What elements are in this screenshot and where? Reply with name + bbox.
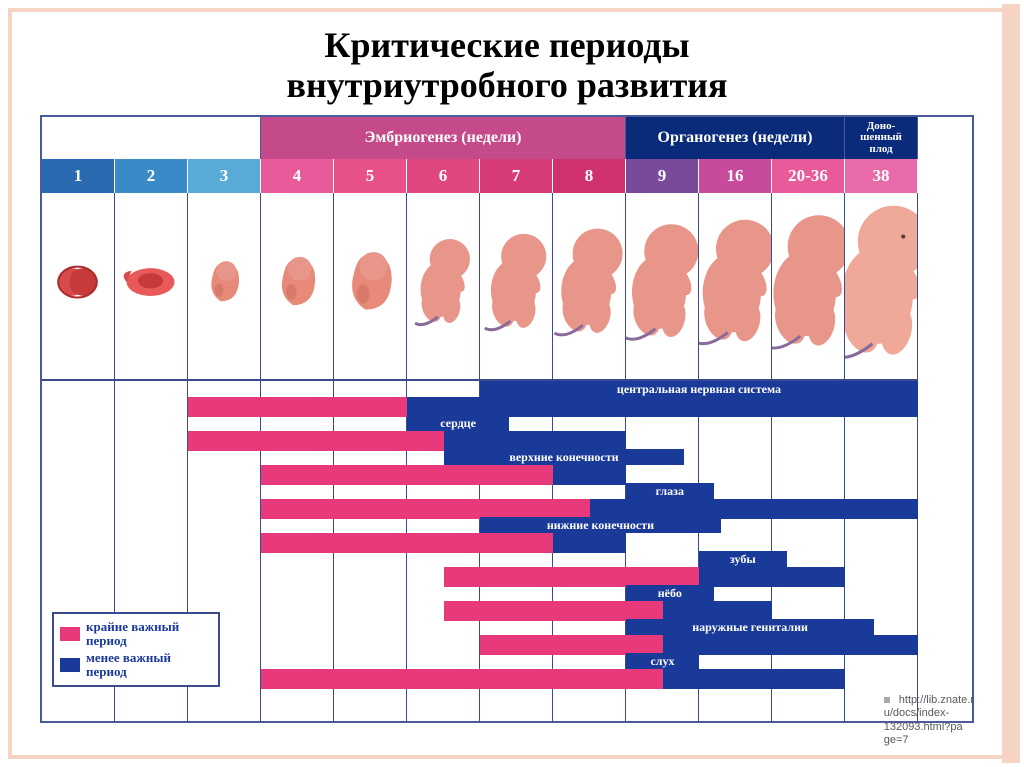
bar-minor-3 xyxy=(590,499,919,519)
system-label-1: сердце xyxy=(407,415,509,431)
system-label-4: нижние конечности xyxy=(480,517,721,533)
source-line1: http://lib.znate.r xyxy=(899,694,974,706)
header-phases-row: Эмбриогенез (недели)Органогенез (недели)… xyxy=(42,117,972,159)
legend-swatch-minor xyxy=(60,658,80,672)
source-line4: ge=7 xyxy=(884,734,909,746)
embryo-stage-9 xyxy=(626,193,699,381)
bar-minor-4 xyxy=(553,533,626,553)
week-header-8: 8 xyxy=(553,159,626,193)
system-label-5: зубы xyxy=(699,551,787,567)
page-title: Критические периоды внутриутробного разв… xyxy=(12,12,1002,115)
legend-row-critical: крайне важный период xyxy=(60,620,212,649)
system-label-2: верхние конечности xyxy=(444,449,685,465)
week-header-16: 16 xyxy=(699,159,772,193)
embryo-stage-3 xyxy=(188,193,261,381)
week-header-38: 38 xyxy=(845,159,918,193)
week-header-2: 2 xyxy=(115,159,188,193)
embryo-stage-6 xyxy=(407,193,480,381)
source-line3: 132093.html?pa xyxy=(884,721,963,733)
bar-critical-8 xyxy=(261,669,663,689)
title-line2: внутриутробного развития xyxy=(287,65,728,105)
system-label-6: нёбо xyxy=(626,585,714,601)
system-label-8: слух xyxy=(626,653,699,669)
bar-critical-1 xyxy=(188,431,444,451)
embryo-stage-12 xyxy=(845,193,918,381)
embryo-stage-10 xyxy=(699,193,772,381)
frame-right-strip xyxy=(1002,4,1020,763)
header-weeks-row: 1234567891620-3638 xyxy=(42,159,972,193)
embryo-stage-4 xyxy=(261,193,334,381)
bar-critical-7 xyxy=(480,635,663,655)
legend-row-minor: менее важный период xyxy=(60,651,212,680)
organ-gantt: крайне важный период менее важный период… xyxy=(42,381,972,721)
bar-minor-2 xyxy=(553,465,626,485)
week-header-4: 4 xyxy=(261,159,334,193)
source-link: http://lib.znate.r u/docs/index- 132093.… xyxy=(884,694,974,747)
bar-minor-6 xyxy=(663,601,773,621)
embryo-stage-1 xyxy=(42,193,115,381)
embryo-stage-5 xyxy=(334,193,407,381)
week-header-7: 7 xyxy=(480,159,553,193)
system-label-7: наружные гениталии xyxy=(626,619,874,635)
bar-critical-4 xyxy=(261,533,553,553)
embryo-stage-2 xyxy=(115,193,188,381)
system-label-0: центральная нервная система xyxy=(480,381,918,397)
week-header-5: 5 xyxy=(334,159,407,193)
week-header-9: 9 xyxy=(626,159,699,193)
legend-label-critical: крайне важный период xyxy=(86,620,212,649)
embryo-stage-8 xyxy=(553,193,626,381)
phase-header: Эмбриогенез (недели) xyxy=(261,117,626,159)
week-header-20-36: 20-36 xyxy=(772,159,845,193)
bar-critical-6 xyxy=(444,601,663,621)
slide-frame: Критические периоды внутриутробного разв… xyxy=(8,8,1006,759)
bar-critical-5 xyxy=(444,567,700,587)
legend-swatch-critical xyxy=(60,627,80,641)
bar-minor-8 xyxy=(663,669,846,689)
phase-header: Доно- шенный плод xyxy=(845,117,918,159)
week-header-1: 1 xyxy=(42,159,115,193)
system-label-3: глаза xyxy=(626,483,714,499)
legend-label-minor: менее важный период xyxy=(86,651,212,680)
bar-critical-3 xyxy=(261,499,590,519)
bar-minor-7 xyxy=(663,635,919,655)
phase-header: Органогенез (недели) xyxy=(626,117,845,159)
bar-critical-0 xyxy=(188,397,407,417)
bar-minor-1 xyxy=(444,431,627,451)
source-line2: u/docs/index- xyxy=(884,707,949,719)
embryo-stage-11 xyxy=(772,193,845,381)
embryo-row xyxy=(42,193,972,381)
title-line1: Критические периоды xyxy=(324,25,689,65)
development-chart: Эмбриогенез (недели)Органогенез (недели)… xyxy=(40,115,974,723)
bar-minor-0 xyxy=(407,397,918,417)
bar-critical-2 xyxy=(261,465,553,485)
legend: крайне важный период менее важный период xyxy=(52,612,220,687)
bullet-icon xyxy=(884,697,890,703)
bar-minor-5 xyxy=(699,567,845,587)
embryo-stage-7 xyxy=(480,193,553,381)
week-header-3: 3 xyxy=(188,159,261,193)
week-header-6: 6 xyxy=(407,159,480,193)
